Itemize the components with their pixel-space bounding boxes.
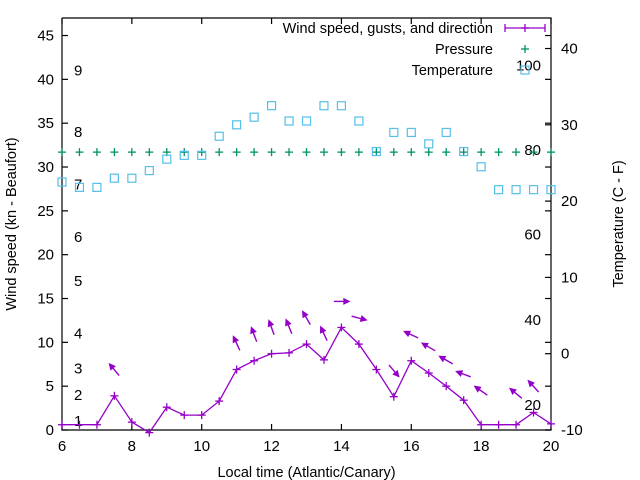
x-axis-tick-label: 14 — [333, 438, 350, 455]
fahrenheit-label: 80 — [524, 142, 541, 159]
wind-direction-arrow — [333, 297, 351, 305]
wind-direction-arrow — [473, 385, 488, 396]
beaufort-label: 3 — [74, 361, 82, 378]
beaufort-label: 6 — [74, 229, 82, 246]
y2-axis-tick-label: 30 — [561, 117, 578, 134]
x-axis-tick-label: 6 — [58, 438, 66, 455]
fahrenheit-label: 20 — [524, 397, 541, 414]
beaufort-label: 7 — [74, 177, 82, 194]
x-axis-tick-label: 8 — [128, 438, 136, 455]
temperature-point — [92, 182, 102, 192]
legend-marker-square — [520, 65, 530, 75]
wind-direction-arrow — [232, 335, 241, 351]
temperature-point — [494, 185, 504, 195]
legend-label: Pressure — [435, 42, 493, 58]
wind-direction-arrow — [108, 362, 120, 377]
temperature-point — [301, 116, 312, 126]
wind-direction-arrow — [351, 315, 368, 323]
temperature-point — [284, 116, 294, 126]
y2-axis-tick-label: 40 — [561, 41, 578, 58]
temperature-point — [459, 146, 469, 157]
wind-direction-arrow — [420, 342, 436, 352]
y2-axis-tick-label: -10 — [561, 422, 583, 439]
x-axis-title: Local time (Atlantic/Canary) — [217, 465, 395, 480]
y-axis-tick-label: 25 — [37, 203, 54, 220]
wind-direction-arrow — [388, 364, 400, 378]
temperature-point — [127, 173, 137, 183]
temperature-point — [57, 177, 67, 187]
temperature-point — [546, 185, 556, 195]
beaufort-label: 4 — [74, 326, 82, 343]
wind-direction-arrow — [301, 310, 311, 325]
beaufort-label: 8 — [74, 124, 82, 141]
temperature-point — [249, 112, 259, 122]
wind-direction-arrow — [509, 387, 523, 399]
wind-direction-arrow — [319, 325, 328, 341]
y-axis-tick-label: 15 — [37, 291, 54, 308]
fahrenheit-label: 60 — [524, 227, 541, 244]
x-axis-tick-label: 16 — [403, 438, 420, 455]
plot-frame — [61, 17, 552, 431]
x-axis-tick-label: 10 — [193, 438, 210, 455]
x-axis-tick-label: 18 — [473, 438, 490, 455]
y-axis-title: Wind speed (kn - Beaufort) — [4, 137, 20, 310]
y2-axis-tick-label: 0 — [561, 346, 569, 363]
temperature-point — [389, 127, 399, 138]
wind-direction-arrow — [455, 370, 471, 378]
beaufort-label: 5 — [74, 273, 82, 290]
fahrenheit-label: 40 — [524, 312, 541, 329]
wind-direction-arrow — [438, 355, 454, 365]
beaufort-label: 9 — [74, 63, 82, 80]
beaufort-label: 1 — [74, 413, 82, 430]
temperature-point — [441, 127, 451, 138]
wind-direction-arrow — [267, 319, 275, 336]
legend-label: Wind speed, gusts, and direction — [283, 21, 493, 37]
wind-direction-arrow — [527, 379, 540, 393]
y-axis-tick-label: 5 — [46, 378, 54, 395]
y-axis-tick-label: 45 — [37, 28, 54, 45]
y-axis-tick-label: 30 — [37, 159, 54, 176]
y-axis-tick-label: 40 — [37, 71, 54, 88]
y-axis-tick-label: 35 — [37, 115, 54, 132]
wind-direction-arrow — [403, 330, 419, 339]
legend-label: Temperature — [412, 63, 493, 79]
temperature-point — [214, 131, 224, 141]
temperature-point — [476, 162, 486, 172]
temperature-point — [74, 182, 85, 192]
temperature-point — [232, 120, 242, 130]
temperature-point — [162, 154, 172, 164]
wind-direction-arrow — [250, 326, 258, 343]
temperature-point — [354, 116, 364, 126]
temperature-point — [319, 101, 329, 111]
temperature-point — [144, 165, 154, 176]
beaufort-label: 2 — [74, 387, 82, 404]
temperature-point — [511, 185, 521, 195]
temperature-point — [371, 146, 381, 157]
y-axis-tick-label: 0 — [46, 422, 54, 439]
y-axis-tick-label: 10 — [37, 334, 54, 351]
temperature-point — [109, 173, 119, 183]
y2-axis-tick-label: 10 — [561, 269, 578, 286]
temperature-point — [266, 101, 277, 111]
y-axis-tick-label: 20 — [37, 247, 54, 264]
y2-axis-title: Temperature (C - F) — [611, 160, 627, 287]
temperature-point — [528, 185, 539, 195]
x-axis-tick-label: 20 — [543, 438, 560, 455]
temperature-point — [406, 127, 416, 138]
temperature-point — [424, 139, 434, 149]
temperature-point — [179, 150, 189, 160]
temperature-point — [197, 150, 207, 160]
wind-direction-arrow — [285, 318, 293, 335]
y2-axis-tick-label: 20 — [561, 193, 578, 210]
temperature-point — [336, 101, 347, 111]
x-axis-tick-label: 12 — [263, 438, 280, 455]
